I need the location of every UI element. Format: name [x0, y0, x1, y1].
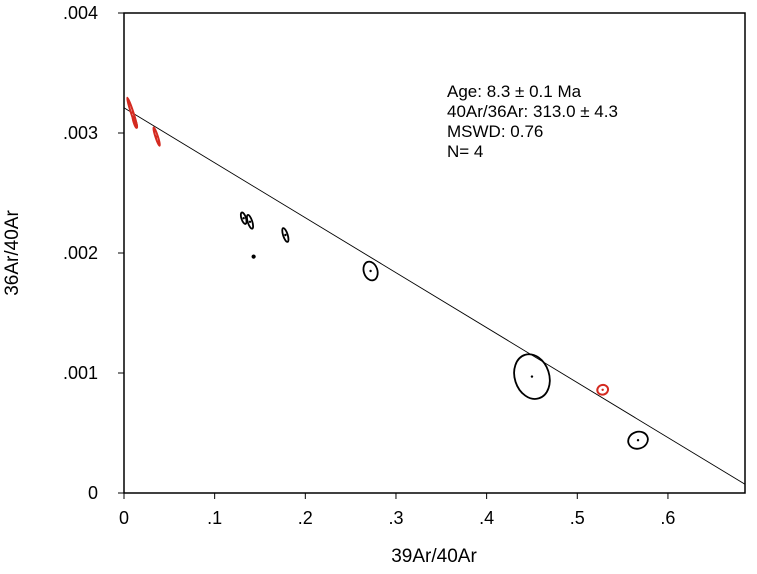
included-data-point [131, 115, 139, 129]
point-center [601, 388, 604, 391]
x-tick-label: .3 [388, 508, 403, 528]
y-axis-ticks: 0 .001 .002 .003 .004 [63, 3, 124, 503]
error-ellipse [596, 383, 610, 396]
stat-line: MSWD: 0.76 [447, 122, 543, 141]
stat-line: 40Ar/36Ar: 313.0 ± 4.3 [447, 102, 618, 121]
point-center [248, 220, 252, 223]
included-data-point [596, 383, 610, 396]
point-center [155, 135, 158, 138]
excluded-data-point [246, 214, 255, 230]
error-ellipse [239, 211, 248, 225]
point-center [636, 439, 640, 442]
x-tick-label: .1 [207, 508, 222, 528]
x-tick-label: 0 [119, 508, 129, 528]
error-ellipse [627, 430, 649, 450]
point-center [130, 111, 134, 114]
excluded-data-point [513, 353, 551, 400]
y-tick-label: 0 [88, 483, 98, 503]
included-data-point [152, 126, 161, 147]
error-ellipse [513, 353, 551, 400]
error-ellipse [281, 227, 290, 243]
x-axis-label: 39Ar/40Ar [391, 546, 477, 567]
point-center [530, 375, 534, 378]
y-tick-label: .001 [63, 363, 98, 383]
x-axis-ticks: 0 .1 .2 .3 .4 .5 .6 [119, 493, 675, 528]
point-center [284, 233, 287, 237]
y-tick-label: .002 [63, 243, 98, 263]
stat-line: N= 4 [447, 142, 483, 161]
excluded-data-point [251, 254, 256, 259]
x-tick-label: .4 [479, 508, 494, 528]
point-center [252, 255, 255, 258]
excluded-data-point [239, 211, 248, 225]
isochron-line [123, 107, 746, 485]
error-ellipse [362, 260, 379, 282]
plot-area [123, 96, 746, 485]
point-center [242, 217, 245, 220]
x-tick-label: .6 [660, 508, 675, 528]
y-tick-label: .003 [63, 123, 98, 143]
stat-line: Age: 8.3 ± 0.1 Ma [447, 82, 582, 101]
x-tick-label: .2 [298, 508, 313, 528]
excluded-data-point [362, 260, 379, 282]
excluded-data-point [627, 430, 649, 450]
excluded-data-point [281, 227, 290, 243]
error-ellipse [246, 214, 255, 230]
y-axis-label: 36Ar/40Ar [2, 210, 23, 296]
point-center [133, 121, 137, 124]
x-tick-label: .5 [570, 508, 585, 528]
point-center [369, 269, 372, 273]
plot-frame [123, 12, 746, 494]
y-tick-label: .004 [63, 3, 98, 23]
